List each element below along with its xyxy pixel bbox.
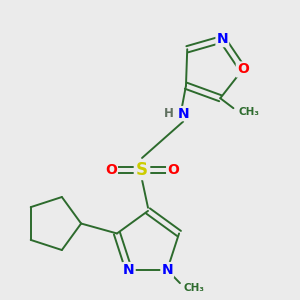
Text: N: N — [177, 106, 189, 121]
Text: CH₃: CH₃ — [184, 283, 205, 293]
Text: N: N — [123, 263, 135, 277]
Text: H: H — [164, 107, 174, 120]
Text: N: N — [161, 263, 173, 277]
Text: O: O — [237, 62, 249, 76]
Text: CH₃: CH₃ — [238, 107, 259, 117]
Text: N: N — [217, 32, 228, 46]
Text: O: O — [167, 163, 179, 177]
Text: S: S — [136, 161, 148, 179]
Text: O: O — [105, 163, 117, 177]
